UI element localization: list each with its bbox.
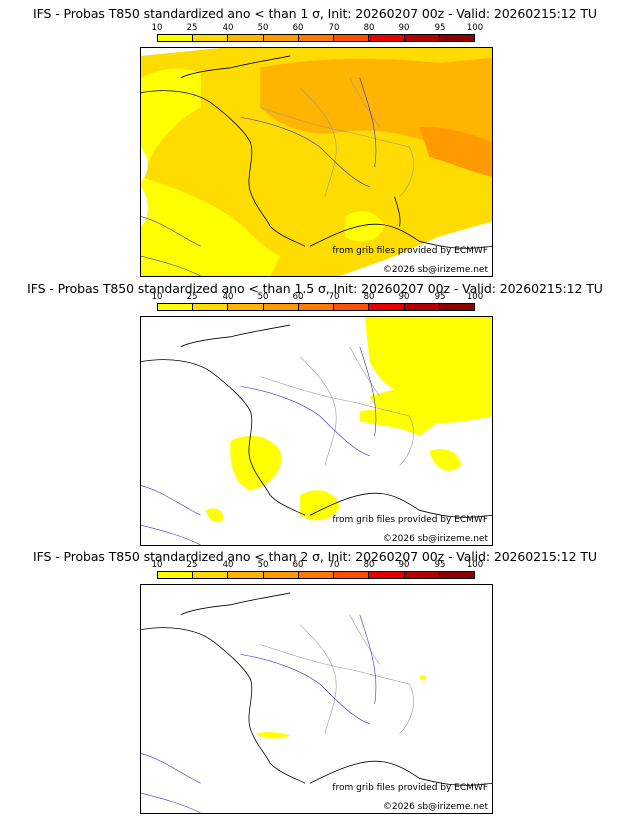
legend-swatch bbox=[298, 304, 335, 310]
legend-label: 95 bbox=[434, 560, 446, 570]
legend-label: 95 bbox=[434, 292, 446, 302]
prob-area-50 bbox=[419, 126, 492, 177]
legend-label: 90 bbox=[398, 560, 410, 570]
prob-area-10 bbox=[141, 68, 201, 222]
color-legend-1: 10 25 40 50 60 70 80 90 95 100 bbox=[152, 23, 484, 42]
map-title-1: IFS - Probas T850 standardized ano < tha… bbox=[33, 6, 597, 21]
legend-label: 90 bbox=[398, 23, 410, 33]
borders bbox=[260, 107, 414, 197]
legend-swatch bbox=[439, 35, 474, 41]
map-graphic-1 bbox=[141, 48, 492, 276]
legend-label: 80 bbox=[363, 292, 375, 302]
borders bbox=[260, 376, 414, 466]
coastline bbox=[141, 90, 306, 247]
legend-swatch bbox=[334, 304, 370, 310]
legend-labels-3: 10 25 40 50 60 70 80 90 95 100 bbox=[152, 560, 484, 570]
legend-label: 60 bbox=[292, 23, 304, 33]
legend-label: 90 bbox=[398, 292, 410, 302]
legend-label: 70 bbox=[328, 23, 340, 33]
legend-swatch bbox=[439, 304, 474, 310]
map-title-3: IFS - Probas T850 standardized ano < tha… bbox=[33, 549, 597, 564]
legend-color-bar-2 bbox=[157, 303, 475, 311]
legend-swatch bbox=[263, 35, 299, 41]
source-credit-1: from grib files provided by ECMWF bbox=[332, 246, 488, 256]
legend-swatch bbox=[369, 572, 405, 578]
rivers bbox=[240, 386, 370, 457]
copyright-1: ©2026 sb@irizeme.net bbox=[382, 265, 488, 275]
legend-label: 25 bbox=[186, 292, 198, 302]
legend-swatch bbox=[158, 35, 194, 41]
prob-area-10 bbox=[255, 731, 291, 739]
legend-label: 10 bbox=[151, 560, 163, 570]
legend-swatch bbox=[158, 304, 194, 310]
legend-labels-2: 10 25 40 50 60 70 80 90 95 100 bbox=[152, 292, 484, 302]
legend-swatch bbox=[334, 35, 370, 41]
legend-swatch bbox=[193, 35, 229, 41]
legend-label: 50 bbox=[257, 23, 269, 33]
legend-swatch bbox=[369, 304, 405, 310]
legend-label: 60 bbox=[292, 292, 304, 302]
legend-swatch bbox=[193, 304, 229, 310]
rivers bbox=[240, 117, 370, 188]
coastline bbox=[141, 359, 306, 516]
legend-swatch bbox=[228, 572, 264, 578]
map-panel-2: from grib files provided by ECMWF ©2026 … bbox=[140, 316, 493, 546]
legend-label: 70 bbox=[328, 292, 340, 302]
map-panel-1: from grib files provided by ECMWF ©2026 … bbox=[140, 47, 493, 277]
legend-swatch bbox=[158, 572, 194, 578]
legend-swatch bbox=[298, 572, 335, 578]
legend-swatch bbox=[228, 35, 264, 41]
legend-label: 100 bbox=[466, 292, 484, 302]
legend-label: 100 bbox=[466, 23, 484, 33]
rivers bbox=[240, 654, 370, 725]
coastline bbox=[141, 627, 306, 784]
legend-swatch bbox=[334, 572, 370, 578]
copyright-2: ©2026 sb@irizeme.net bbox=[382, 534, 488, 544]
legend-label: 80 bbox=[363, 560, 375, 570]
legend-swatch bbox=[369, 35, 405, 41]
legend-label: 100 bbox=[466, 560, 484, 570]
legend-label: 50 bbox=[257, 560, 269, 570]
legend-color-bar-3 bbox=[157, 571, 475, 579]
legend-swatch bbox=[404, 35, 440, 41]
legend-label: 10 bbox=[151, 292, 163, 302]
copyright-3: ©2026 sb@irizeme.net bbox=[382, 802, 488, 812]
legend-swatch bbox=[228, 304, 264, 310]
color-legend-3: 10 25 40 50 60 70 80 90 95 100 bbox=[152, 560, 484, 579]
legend-swatch bbox=[298, 35, 335, 41]
legend-label: 95 bbox=[434, 23, 446, 33]
legend-label: 25 bbox=[186, 23, 198, 33]
legend-swatch bbox=[263, 572, 299, 578]
map-title-2: IFS - Probas T850 standardized ano < tha… bbox=[27, 281, 603, 296]
color-legend-2: 10 25 40 50 60 70 80 90 95 100 bbox=[152, 292, 484, 311]
legend-label: 40 bbox=[222, 23, 234, 33]
legend-swatch bbox=[263, 304, 299, 310]
legend-labels-1: 10 25 40 50 60 70 80 90 95 100 bbox=[152, 23, 484, 33]
map-panel-3: from grib files provided by ECMWF ©2026 … bbox=[140, 584, 493, 814]
legend-label: 40 bbox=[222, 292, 234, 302]
legend-label: 70 bbox=[328, 560, 340, 570]
legend-label: 10 bbox=[151, 23, 163, 33]
source-credit-3: from grib files provided by ECMWF bbox=[332, 783, 488, 793]
legend-label: 25 bbox=[186, 560, 198, 570]
legend-color-bar-1 bbox=[157, 34, 475, 42]
borders bbox=[260, 644, 414, 734]
legend-label: 80 bbox=[363, 23, 375, 33]
map-graphic-3 bbox=[141, 585, 492, 813]
legend-label: 60 bbox=[292, 560, 304, 570]
legend-swatch bbox=[404, 572, 440, 578]
legend-swatch bbox=[404, 304, 440, 310]
legend-label: 50 bbox=[257, 292, 269, 302]
legend-swatch bbox=[439, 572, 474, 578]
legend-swatch bbox=[193, 572, 229, 578]
map-graphic-2 bbox=[141, 317, 492, 545]
legend-label: 40 bbox=[222, 560, 234, 570]
source-credit-2: from grib files provided by ECMWF bbox=[332, 515, 488, 525]
